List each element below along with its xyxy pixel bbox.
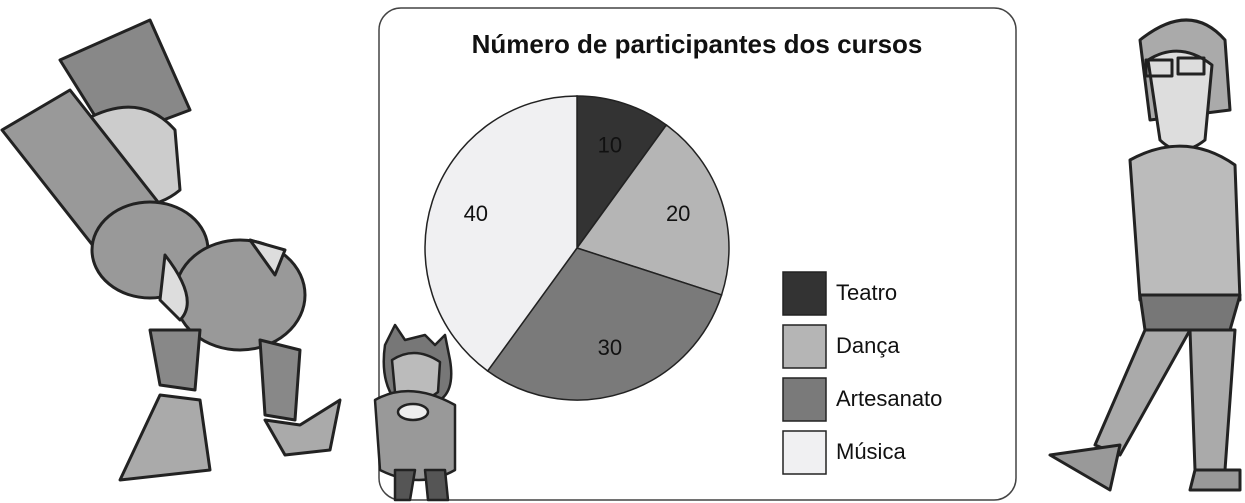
illustration-standing-man (1050, 20, 1240, 490)
legend-label: Artesanato (836, 386, 942, 411)
legend-label: Teatro (836, 280, 897, 305)
pie: 10 20 30 40 (425, 96, 729, 400)
data-label: 20 (666, 201, 690, 226)
chart-title: Número de participantes dos cursos (472, 29, 923, 59)
scene: Número de participantes dos cursos 10 20 3… (0, 0, 1245, 503)
illustration-superhero (375, 325, 455, 500)
legend-swatch (783, 431, 826, 474)
page: Número de participantes dos cursos 10 20 3… (0, 0, 1245, 503)
legend-swatch (783, 325, 826, 368)
illustration-guitar-player (2, 20, 340, 480)
legend-label: Música (836, 439, 906, 464)
legend-swatch (783, 272, 826, 315)
legend-label: Dança (836, 333, 900, 358)
legend-swatch (783, 378, 826, 421)
data-label: 30 (598, 335, 622, 360)
data-label: 40 (464, 201, 488, 226)
data-label: 10 (598, 133, 622, 158)
